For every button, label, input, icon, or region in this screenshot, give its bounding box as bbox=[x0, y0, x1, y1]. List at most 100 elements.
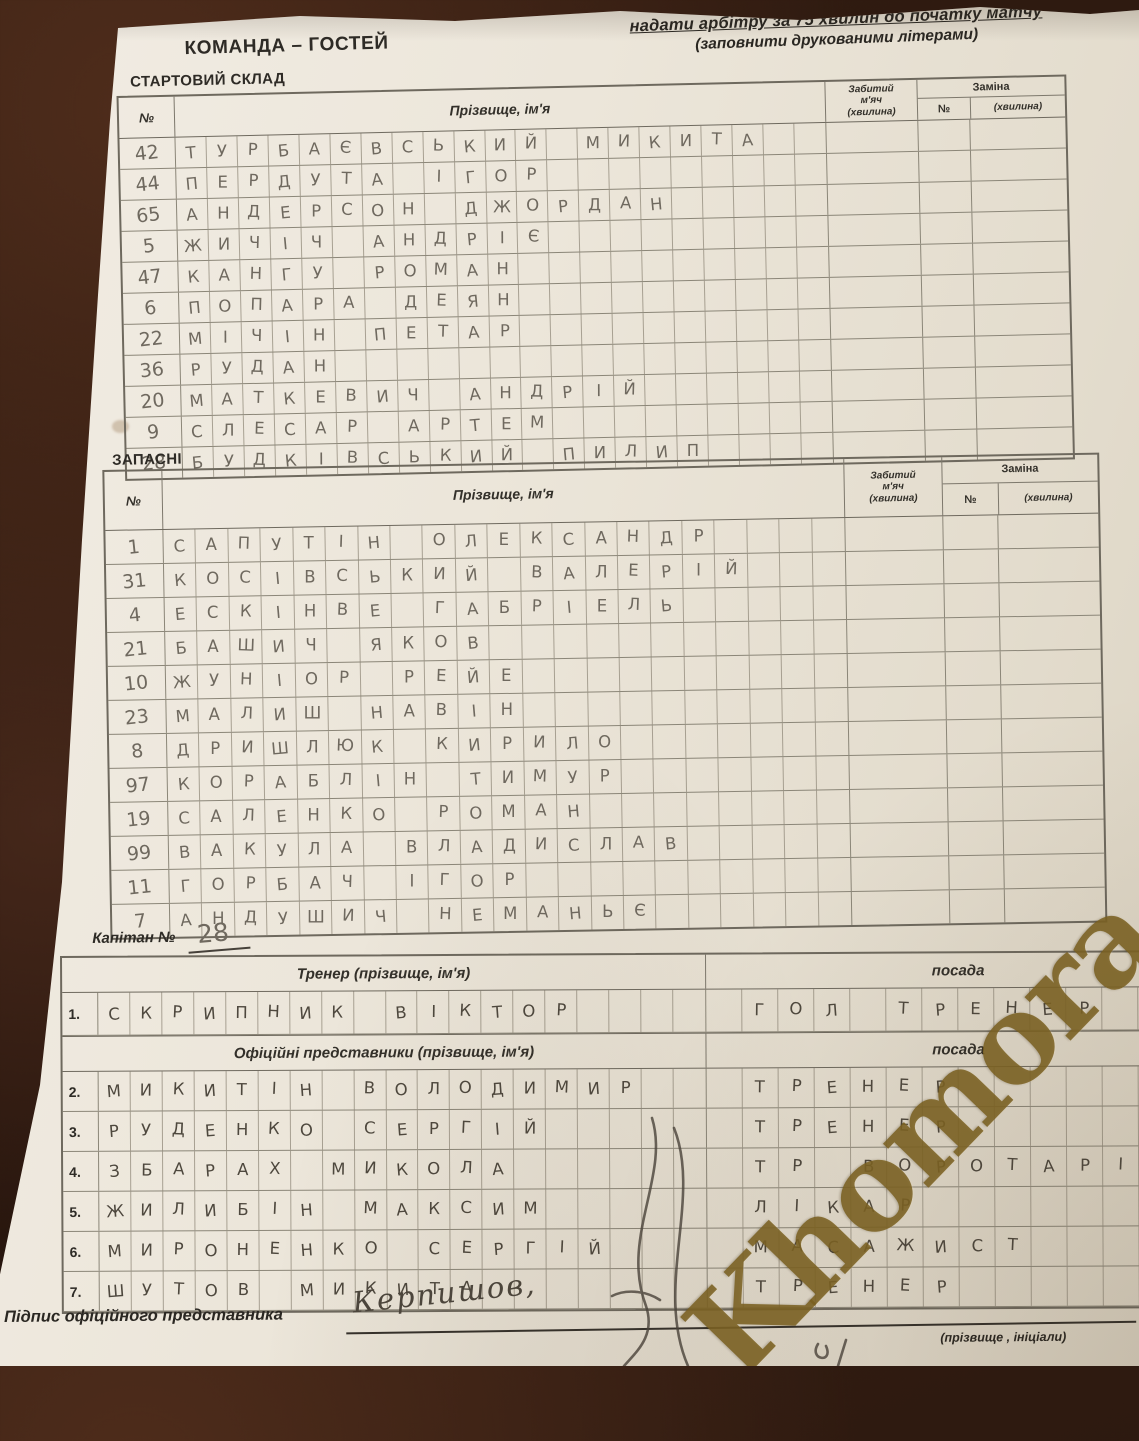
letter-cell: И bbox=[483, 1190, 515, 1229]
letter-cell bbox=[779, 519, 812, 553]
letter-cell: И bbox=[525, 829, 558, 863]
letter-cell bbox=[291, 1151, 323, 1190]
player-number: 31 bbox=[106, 564, 165, 598]
letter-cell: А bbox=[610, 189, 642, 220]
letter-cell bbox=[555, 693, 588, 727]
letter-cell bbox=[335, 350, 367, 381]
letter-cell bbox=[995, 1107, 1031, 1146]
letter-cell: А bbox=[851, 1228, 887, 1267]
official-row-number: 7. bbox=[64, 1272, 100, 1311]
letter-cell: А bbox=[393, 695, 426, 729]
letter-cell: И bbox=[923, 1227, 959, 1266]
letter-cell bbox=[796, 185, 828, 216]
letter-cell bbox=[578, 1109, 610, 1148]
letter-cell: С bbox=[197, 597, 230, 631]
letter-cell: С bbox=[552, 523, 585, 557]
letter-cell: Я bbox=[457, 286, 489, 317]
letter-cell bbox=[322, 1070, 354, 1109]
letter-cell bbox=[590, 794, 623, 828]
letter-cell: Р bbox=[232, 766, 265, 800]
letter-cell bbox=[334, 319, 366, 350]
letter-cell: Л bbox=[213, 415, 245, 446]
letter-cell bbox=[719, 792, 752, 826]
letter-cell bbox=[514, 1149, 546, 1188]
letter-cell bbox=[609, 990, 641, 1032]
photo-of-lineup-sheet: { "header": { "team_label": "КОМАНДА – Г… bbox=[0, 0, 1139, 1366]
letter-cell: Н bbox=[488, 254, 520, 285]
letter-cell: Р bbox=[328, 663, 361, 697]
letter-cell bbox=[707, 1108, 743, 1147]
letter-cell bbox=[781, 587, 814, 621]
letter-cell bbox=[794, 123, 826, 154]
letter-cell bbox=[812, 518, 845, 552]
letter-cell: Г bbox=[271, 259, 303, 290]
letter-cell: М bbox=[515, 1189, 547, 1228]
letter-cell bbox=[620, 691, 653, 725]
letter-cell bbox=[799, 309, 831, 340]
letter-cell bbox=[784, 757, 817, 791]
letter-cell bbox=[646, 405, 678, 436]
letter-cell bbox=[783, 723, 816, 757]
letter-cell bbox=[784, 791, 817, 825]
letter-cell: Н bbox=[358, 526, 391, 560]
letter-cell: Е bbox=[887, 1067, 923, 1106]
letter-cell bbox=[1031, 1187, 1067, 1226]
letter-cell: Д bbox=[521, 377, 553, 408]
letter-cell bbox=[332, 226, 364, 257]
sub-minute-cell bbox=[1003, 786, 1104, 821]
letter-cell: Н bbox=[291, 1231, 323, 1270]
letter-cell bbox=[643, 281, 675, 312]
letter-cell bbox=[588, 692, 621, 726]
letter-cell bbox=[995, 1067, 1031, 1106]
letter-cell: И bbox=[195, 1191, 227, 1230]
sub-number-cell bbox=[920, 213, 973, 244]
letter-cell: Р bbox=[301, 196, 333, 227]
letter-cell: А bbox=[273, 352, 305, 383]
letter-cell bbox=[812, 552, 845, 586]
letter-cell: Р bbox=[650, 555, 683, 589]
letter-cell: Е bbox=[1030, 988, 1066, 1030]
letter-cell: Ь bbox=[358, 560, 391, 594]
position-header: посада bbox=[706, 1031, 1139, 1068]
letter-cell bbox=[642, 219, 674, 250]
letter-cell bbox=[522, 659, 555, 693]
letter-cell: О bbox=[395, 256, 427, 287]
letter-cell bbox=[703, 187, 735, 218]
letter-cell bbox=[814, 654, 847, 688]
letter-cell bbox=[923, 1187, 959, 1226]
letter-cell: О bbox=[450, 1070, 482, 1109]
letter-cell: І bbox=[396, 865, 429, 899]
goal-cell bbox=[849, 720, 948, 755]
letter-cell: Р bbox=[589, 760, 622, 794]
sub-minute-cell bbox=[976, 365, 1072, 397]
letter-cell: В bbox=[396, 831, 429, 865]
sub-number-cell bbox=[919, 151, 972, 182]
letter-cell bbox=[708, 404, 740, 435]
letter-cell: Г bbox=[424, 593, 457, 627]
letter-cell: К bbox=[274, 383, 306, 414]
coach-header-row: Тренер (прізвище, ім'я) посада bbox=[62, 952, 1139, 993]
sub-number-cell bbox=[948, 787, 1004, 821]
letter-cell: А bbox=[363, 226, 395, 257]
letter-cell: У bbox=[211, 353, 243, 384]
letter-cell: Д bbox=[455, 193, 487, 224]
letter-cell: Л bbox=[455, 524, 488, 558]
letter-cell: Н bbox=[290, 1071, 322, 1110]
letter-cell: І bbox=[261, 562, 294, 596]
letter-cell bbox=[546, 1149, 578, 1188]
letter-cell: М bbox=[180, 323, 212, 354]
letter-cell bbox=[429, 379, 461, 410]
letter-cell bbox=[801, 402, 833, 433]
letter-cell: К bbox=[387, 1150, 419, 1189]
sub-minute-cell bbox=[1001, 650, 1102, 685]
letter-cell bbox=[611, 1269, 643, 1308]
letter-cell bbox=[721, 860, 754, 894]
letter-cell bbox=[387, 1230, 419, 1269]
letter-cell bbox=[707, 373, 739, 404]
letter-cell: Ч bbox=[364, 900, 397, 934]
letter-cell bbox=[704, 249, 736, 280]
letter-cell bbox=[615, 406, 647, 437]
